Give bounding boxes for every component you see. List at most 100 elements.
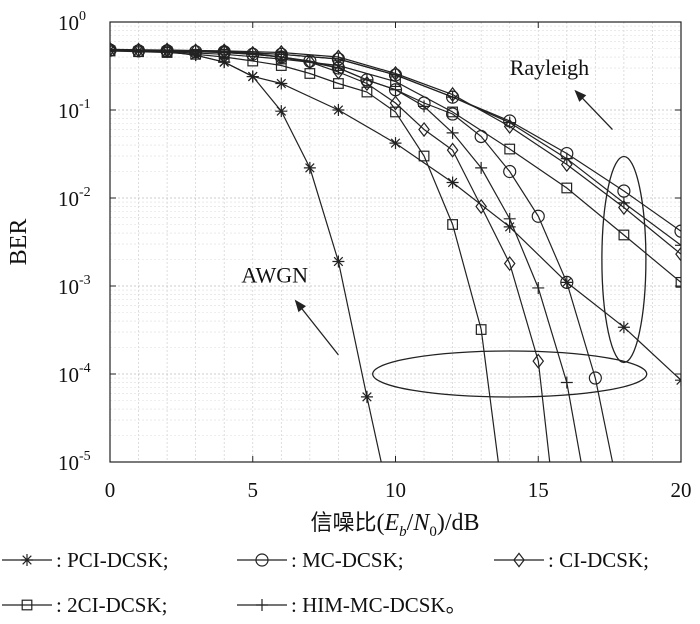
- data-point-diamond: [560, 156, 573, 173]
- data-point-square: [390, 106, 401, 118]
- data-point-square: [447, 106, 458, 118]
- data-point-plus: [503, 116, 516, 129]
- legend-label: : HIM-MC-DCSK。: [291, 593, 467, 617]
- data-point-square: [504, 143, 516, 155]
- data-point-circle: [560, 275, 574, 289]
- data-point-diamond: [110, 41, 116, 57]
- annotation-layer: AWGN Rayleigh: [241, 55, 648, 398]
- data-point-star: [275, 105, 288, 118]
- data-point-square: [333, 78, 344, 89]
- data-point-plus: [446, 126, 459, 139]
- legend: : PCI-DCSK; : MC-DCSK; : CI-DCSK; : 2CI-DCS…: [2, 548, 649, 617]
- data-point-plus: [617, 196, 630, 209]
- data-point-square: [618, 229, 630, 241]
- data-point-square: [447, 219, 458, 230]
- data-point-plus: [532, 281, 545, 294]
- data-point-star: [360, 390, 373, 403]
- data-point-plus: [275, 48, 288, 61]
- data-point-plus: [446, 91, 459, 104]
- data-point-diamond: [503, 255, 516, 272]
- tick-layer: 0 5 10 15 20 100 10-1 10-2 10-3 10-4 10-5: [58, 9, 692, 502]
- data-point-square: [304, 68, 316, 79]
- data-point-diamond: [532, 353, 545, 369]
- y-tick-label: 10-2: [58, 185, 91, 211]
- data-point-circle: [255, 553, 269, 567]
- x-tick-label: 15: [528, 478, 549, 502]
- series-line: [110, 50, 681, 283]
- rayleigh-ellipse: [601, 155, 647, 364]
- awgn-ellipse: [372, 350, 648, 398]
- data-point-circle: [588, 371, 602, 385]
- data-point-diamond: [446, 142, 459, 158]
- series-layer: [110, 41, 681, 462]
- data-point-plus: [418, 100, 431, 113]
- data-point-circle: [531, 209, 545, 223]
- data-point-plus: [256, 599, 268, 611]
- data-point-plus: [389, 83, 402, 96]
- x-tick-label: 5: [248, 478, 259, 502]
- data-point-plus: [246, 48, 259, 61]
- data-point-circle: [503, 164, 517, 179]
- data-point-plus: [389, 68, 402, 81]
- legend-item-circle: : MC-DCSK;: [237, 548, 404, 572]
- rayleigh-arrow: [574, 89, 613, 130]
- y-axis-label: BER: [6, 219, 32, 266]
- annotation-awgn: AWGN: [241, 262, 308, 287]
- data-point-plus: [360, 73, 373, 86]
- data-point-plus: [503, 212, 516, 225]
- data-point-star: [332, 255, 345, 268]
- data-point-diamond: [475, 198, 488, 215]
- legend-label: : PCI-DCSK;: [56, 548, 169, 572]
- y-tick-label: 10-4: [58, 361, 91, 387]
- data-point-star: [303, 161, 316, 174]
- legend-label: : CI-DCSK;: [548, 548, 649, 572]
- x-tick-label: 20: [671, 478, 692, 502]
- legend-item-square: : 2CI-DCSK;: [2, 593, 167, 617]
- data-point-star: [246, 70, 259, 83]
- data-point-diamond: [389, 95, 402, 111]
- data-point-square: [110, 45, 116, 57]
- data-point-diamond: [513, 552, 525, 568]
- data-point-square: [475, 324, 487, 335]
- grid-lines: [110, 22, 681, 462]
- legend-item-diamond: : CI-DCSK;: [494, 548, 649, 572]
- data-point-plus: [303, 56, 316, 69]
- data-point-star: [446, 176, 459, 189]
- data-point-plus: [560, 376, 573, 389]
- data-point-square: [675, 276, 681, 288]
- data-point-star: [275, 77, 288, 90]
- data-point-plus: [475, 161, 488, 174]
- data-point-plus: [560, 152, 573, 165]
- data-point-diamond: [418, 121, 430, 138]
- series-line: [110, 50, 499, 462]
- annotation-rayleigh: Rayleigh: [510, 55, 589, 80]
- data-point-plus: [675, 239, 681, 252]
- data-point-circle: [674, 224, 681, 238]
- data-point-square: [21, 599, 33, 611]
- data-point-plus: [110, 44, 116, 57]
- y-tick-label: 10-1: [58, 97, 91, 123]
- data-point-star: [617, 321, 630, 334]
- data-point-plus: [218, 45, 231, 58]
- x-tick-label: 0: [105, 478, 116, 502]
- data-point-plus: [332, 52, 345, 65]
- series-him-mc-dcsk-rayleigh: [110, 44, 681, 252]
- y-tick-label: 10-5: [58, 449, 91, 475]
- y-tick-label: 10-3: [58, 273, 91, 299]
- legend-label: : MC-DCSK;: [291, 548, 404, 572]
- x-tick-label: 10: [385, 478, 406, 502]
- y-tick-label: 100: [58, 9, 86, 35]
- data-point-star: [389, 137, 402, 150]
- legend-label: : 2CI-DCSK;: [56, 593, 167, 617]
- data-point-star: [332, 104, 345, 116]
- data-point-square: [361, 86, 373, 98]
- x-axis-label: 信噪比(Eb/N0)/dB: [310, 510, 479, 540]
- legend-item-star: : PCI-DCSK;: [2, 548, 169, 572]
- legend-item-plus: : HIM-MC-DCSK。: [237, 593, 467, 617]
- awgn-arrow: [294, 299, 339, 356]
- data-point-diamond: [675, 246, 681, 262]
- data-point-square: [418, 150, 430, 162]
- data-point-circle: [446, 107, 460, 121]
- data-point-star: [21, 554, 33, 566]
